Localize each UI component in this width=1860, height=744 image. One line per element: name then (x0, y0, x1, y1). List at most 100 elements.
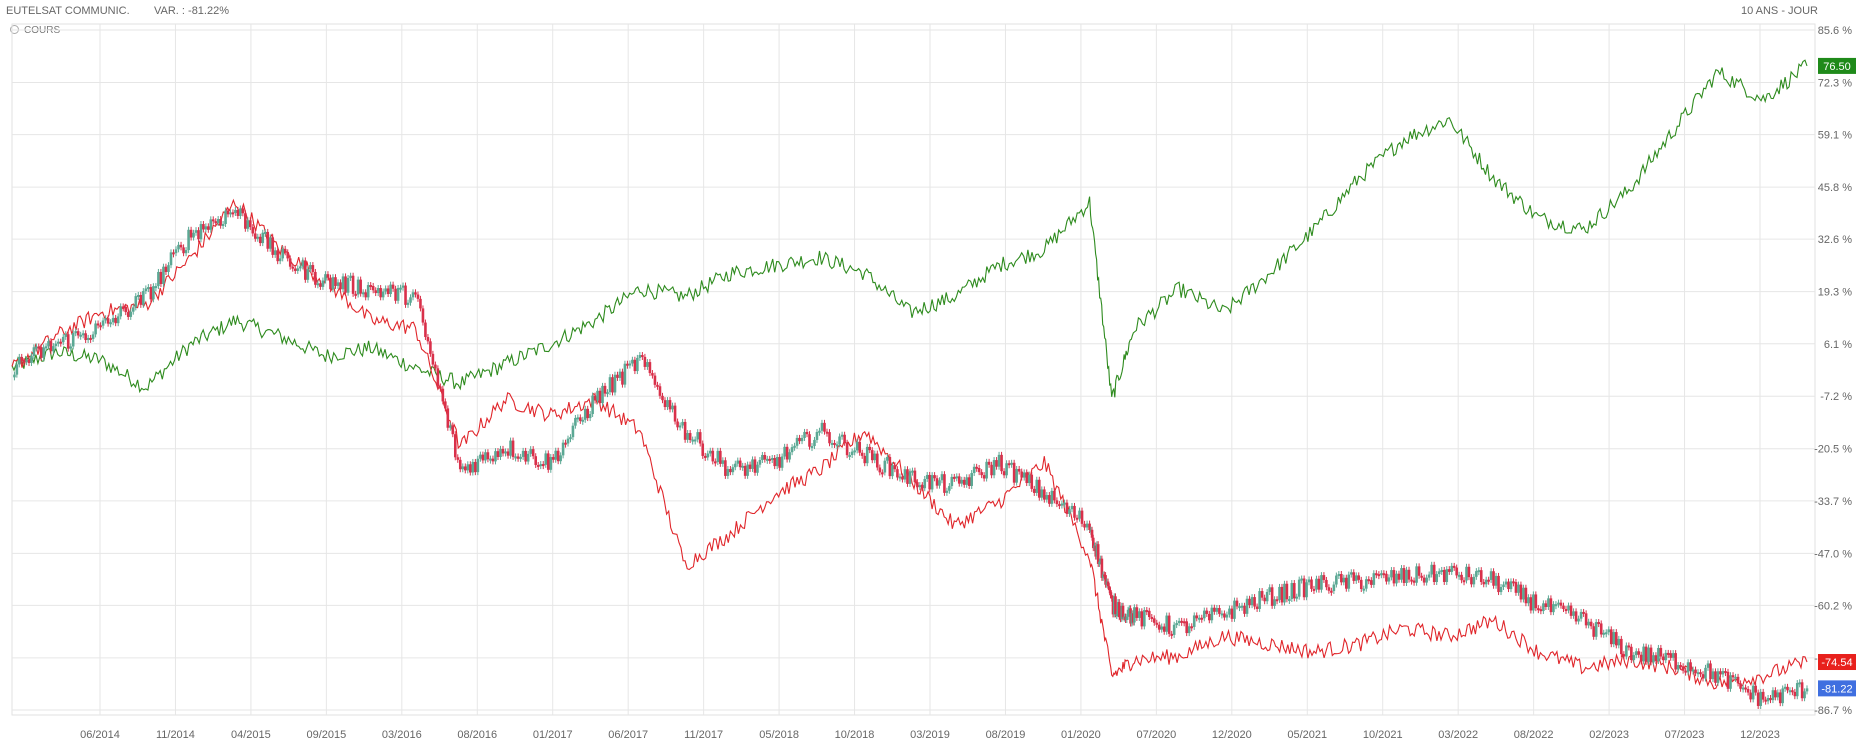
x-tick-label: 06/2014 (80, 729, 120, 741)
candle-body (751, 459, 754, 469)
candle-body (1073, 505, 1076, 518)
candle-body (1364, 579, 1368, 589)
candle-body (1415, 566, 1418, 583)
candle-body (1798, 682, 1802, 685)
candle-body (1649, 647, 1653, 663)
candle-body (1090, 529, 1094, 538)
candle-body (321, 280, 325, 287)
chart-header: EUTELSAT COMMUNIC. VAR. : -81.22% 10 ANS… (0, 0, 1860, 24)
candle-body (663, 400, 667, 408)
candle-body (424, 322, 427, 338)
candle-body (1273, 599, 1276, 606)
candle-body (134, 296, 138, 308)
candle-body (251, 227, 255, 234)
candle-body (1497, 575, 1500, 593)
candle-body (967, 477, 971, 486)
candle-body (1572, 611, 1575, 616)
candle-body (436, 368, 440, 387)
candle-body (1627, 645, 1631, 648)
candle-body (524, 450, 527, 462)
candle-body (1805, 688, 1809, 692)
candle-body (369, 285, 373, 288)
candle-body (734, 463, 737, 468)
candle-body (724, 460, 727, 476)
candle-body (1654, 655, 1658, 662)
candle-body (539, 464, 543, 467)
candle-body (1769, 697, 1772, 701)
period-selector[interactable]: 10 ANS - JOUR (1740, 5, 1818, 17)
candle-body (189, 229, 193, 238)
candle-body (1634, 651, 1638, 656)
candle-body (891, 465, 894, 477)
candle-body (1150, 616, 1154, 619)
candle-body (519, 456, 522, 459)
candle-body (96, 323, 100, 326)
candle-body (1604, 632, 1608, 635)
candle-body (706, 453, 710, 458)
candle-body (1387, 577, 1391, 582)
x-tick-label: 08/2016 (457, 729, 497, 741)
candle-body (780, 456, 784, 468)
candle-body (1302, 578, 1306, 598)
candle-body (1015, 468, 1018, 483)
candle-body (124, 306, 128, 313)
candle-body (1359, 579, 1363, 590)
candle-body (591, 395, 594, 415)
candle-body (1557, 602, 1560, 605)
candle-body (1694, 669, 1697, 674)
candle-body (174, 249, 178, 254)
candle-body (1425, 577, 1428, 583)
candle-body (1283, 583, 1286, 603)
candle-body (1669, 653, 1673, 658)
candle-body (1185, 621, 1188, 634)
end-value-label: -81.22 (1821, 683, 1852, 695)
candle-body (975, 466, 978, 469)
candle-body (44, 346, 48, 349)
candle-body (805, 431, 809, 435)
candle-body (586, 408, 589, 419)
candle-body (42, 347, 45, 358)
candle-body (142, 291, 145, 305)
candle-body (1405, 569, 1408, 583)
candle-body (1504, 581, 1508, 585)
candle-body (1048, 495, 1051, 504)
candle-body (1235, 600, 1239, 607)
candle-body (703, 455, 707, 458)
candle-body (1800, 682, 1804, 699)
candle-body (1349, 572, 1353, 575)
candle-body (1065, 502, 1069, 514)
candle-body (554, 450, 558, 460)
candle-body (453, 434, 457, 458)
candle-body (1063, 502, 1066, 505)
candle-body (374, 290, 377, 294)
candle-body (1195, 615, 1199, 619)
candle-body (1437, 571, 1441, 575)
candle-body (351, 275, 355, 294)
candle-body (1771, 690, 1775, 701)
candle-body (1175, 623, 1178, 626)
candle-body (571, 425, 575, 438)
candle-body (825, 431, 829, 434)
candle-body (346, 278, 350, 293)
candle-body (1666, 652, 1670, 655)
candle-body (1622, 654, 1626, 657)
candle-body (693, 439, 697, 442)
candle-body (314, 271, 317, 285)
candle-body (1345, 577, 1348, 589)
candle-body (1307, 579, 1311, 583)
candle-body (1776, 692, 1780, 698)
candle-body (504, 451, 507, 454)
candle-body (30, 355, 33, 364)
candle-body (456, 457, 460, 460)
candle-body (1210, 607, 1214, 621)
candle-body (99, 325, 102, 328)
x-tick-label: 12/2020 (1212, 729, 1252, 741)
candle-body (726, 468, 730, 476)
candle-body (334, 277, 337, 286)
candle-body (1050, 490, 1054, 504)
candle-body (810, 446, 814, 449)
candle-body (711, 450, 715, 462)
candle-body (401, 285, 405, 288)
y-tick-label: 85.6 % (1818, 25, 1852, 37)
